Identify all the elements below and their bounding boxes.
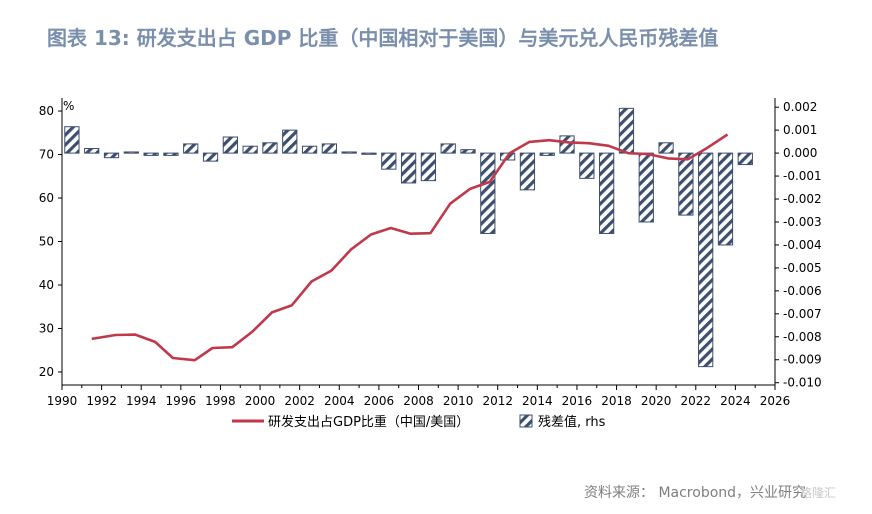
x-tick-label: 2020 bbox=[641, 394, 672, 408]
residual-bar bbox=[559, 135, 575, 154]
x-tick-label: 1994 bbox=[126, 394, 157, 408]
bar-series bbox=[64, 107, 753, 368]
residual-bar bbox=[579, 152, 595, 179]
x-tick-label: 2002 bbox=[284, 394, 315, 408]
residual-bar bbox=[103, 152, 120, 159]
right-tick-label: 0.001 bbox=[783, 123, 817, 137]
right-tick-label: -0.004 bbox=[783, 238, 822, 252]
x-tick-label: 2022 bbox=[681, 394, 712, 408]
x-tick-label: 2004 bbox=[324, 394, 355, 408]
legend-line-label: 研发支出占GDP比重（中国/美国） bbox=[268, 414, 469, 430]
residual-bar bbox=[638, 152, 654, 223]
left-tick-label: 40 bbox=[39, 278, 54, 292]
residual-bar bbox=[202, 152, 219, 162]
right-tick-label: -0.009 bbox=[783, 353, 822, 367]
right-tick-label: -0.005 bbox=[783, 261, 822, 275]
x-tick-label: 1996 bbox=[166, 394, 197, 408]
x-tick-label: 2018 bbox=[601, 394, 632, 408]
residual-bar bbox=[519, 152, 536, 191]
right-tick-label: -0.008 bbox=[783, 330, 822, 344]
residual-bar bbox=[460, 149, 476, 154]
residual-bar bbox=[64, 126, 80, 154]
residual-bar bbox=[143, 152, 159, 156]
rd-ratio-line bbox=[91, 133, 729, 362]
right-tick-label: -0.007 bbox=[783, 307, 822, 321]
residual-bar bbox=[222, 136, 238, 154]
x-tick-label: 2026 bbox=[760, 394, 791, 408]
x-tick-label: 2012 bbox=[482, 394, 513, 408]
right-tick-label: -0.003 bbox=[783, 215, 822, 229]
residual-bar bbox=[282, 129, 298, 154]
right-tick-label: 0.000 bbox=[783, 146, 817, 160]
right-tick-label: 0.002 bbox=[783, 100, 817, 114]
x-tick-label: 2006 bbox=[364, 394, 395, 408]
residual-bar bbox=[539, 152, 555, 156]
x-tick-label: 2008 bbox=[403, 394, 434, 408]
left-tick-label: 30 bbox=[39, 321, 54, 335]
left-tick-label: 20 bbox=[39, 365, 54, 379]
legend: 研发支出占GDP比重（中国/美国） 残差值, rhs bbox=[232, 414, 606, 430]
legend-bar-label: 残差值, rhs bbox=[538, 414, 606, 430]
left-tick-label: 50 bbox=[39, 235, 54, 249]
residual-bar bbox=[400, 152, 417, 184]
x-tick-label: 2014 bbox=[522, 394, 553, 408]
residual-bar bbox=[341, 151, 357, 154]
residual-bar bbox=[123, 151, 139, 154]
residual-bar bbox=[163, 152, 179, 156]
residual-bar bbox=[599, 152, 615, 234]
residual-bar bbox=[361, 152, 377, 155]
right-tick-label: -0.002 bbox=[783, 192, 822, 206]
residual-bar bbox=[262, 142, 278, 154]
x-tick-label: 2016 bbox=[562, 394, 593, 408]
residual-bar bbox=[440, 143, 456, 154]
residual-bar bbox=[321, 143, 338, 154]
left-tick-label: 70 bbox=[39, 148, 54, 162]
watermark: 格隆汇 bbox=[800, 486, 837, 500]
x-tick-label: 2010 bbox=[443, 394, 474, 408]
residual-bar bbox=[737, 152, 753, 166]
residual-bar bbox=[678, 152, 694, 216]
x-tick-label: 1992 bbox=[86, 394, 117, 408]
residual-bar bbox=[480, 152, 496, 234]
x-tick-label: 2024 bbox=[720, 394, 751, 408]
residual-bar bbox=[84, 148, 100, 154]
x-tick-label: 1990 bbox=[47, 394, 78, 408]
residual-bar bbox=[381, 152, 397, 170]
residual-bar bbox=[420, 152, 437, 182]
residual-bar bbox=[698, 152, 714, 368]
right-tick-label: -0.001 bbox=[783, 169, 822, 183]
residual-bar bbox=[242, 145, 258, 154]
x-tick-label: 1998 bbox=[205, 394, 236, 408]
axes: 20 30 40 50 60 70 80% 0.002 0.001 0.000 -0.001 -0.0… bbox=[39, 98, 822, 408]
residual-bar bbox=[301, 145, 318, 154]
right-tick-label: -0.010 bbox=[783, 376, 822, 390]
residual-bar bbox=[183, 143, 199, 154]
x-tick-label: 2000 bbox=[245, 394, 276, 408]
right-tick-label: -0.006 bbox=[783, 284, 822, 298]
chart-title: 图表 13: 研发支出占 GDP 比重（中国相对于美国）与美元兑人民币残差值 bbox=[47, 26, 719, 50]
left-tick-label: 80 bbox=[39, 104, 54, 118]
line-series bbox=[91, 133, 729, 362]
left-axis-unit: % bbox=[63, 99, 74, 113]
left-tick-label: 60 bbox=[39, 191, 54, 205]
residual-bar bbox=[658, 142, 674, 154]
residual-bar bbox=[618, 107, 635, 154]
legend-bar-swatch bbox=[519, 414, 533, 428]
source-note: 资料来源： Macrobond，兴业研究 bbox=[584, 485, 807, 501]
residual-bar bbox=[717, 152, 734, 246]
